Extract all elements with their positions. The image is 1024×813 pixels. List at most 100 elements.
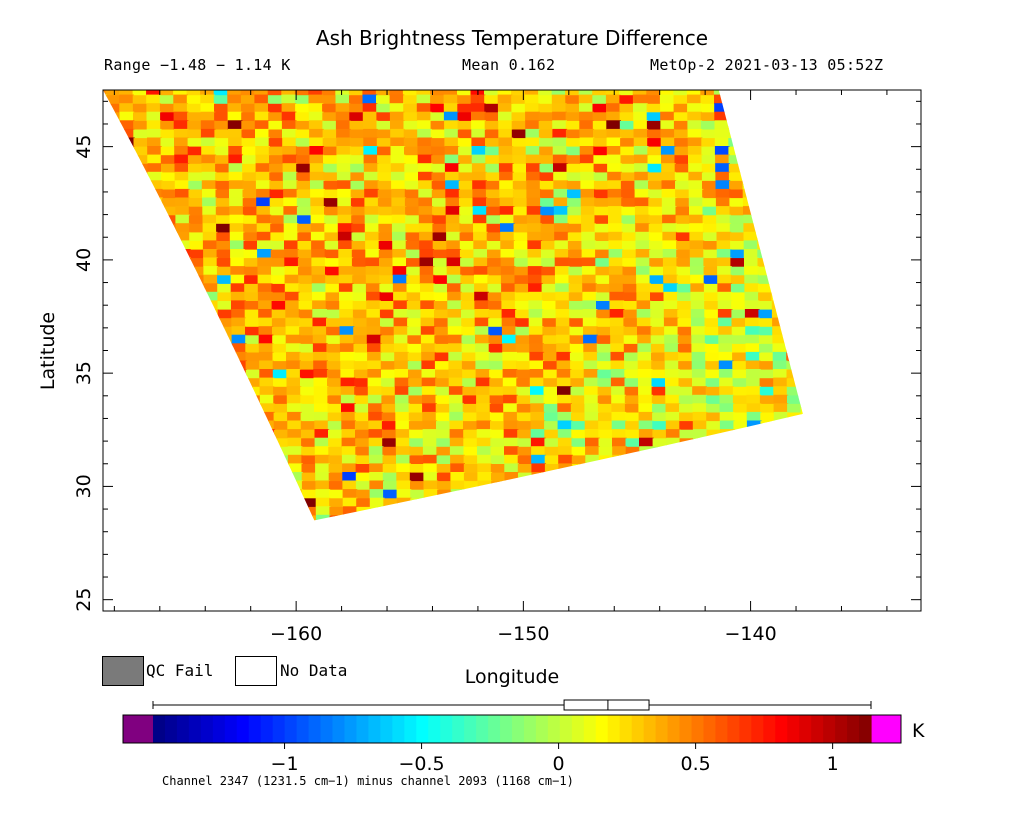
heatmap-cell	[324, 215, 339, 226]
heatmap-cell	[497, 94, 513, 105]
heatmap-cell	[782, 129, 797, 140]
heatmap-cell	[377, 146, 392, 157]
heatmap-cell	[202, 206, 217, 216]
heatmap-cell	[241, 155, 257, 165]
heatmap-cell	[674, 146, 690, 157]
heatmap-cell	[571, 412, 586, 423]
heatmap-cell	[704, 301, 719, 311]
heatmap-cell	[613, 506, 628, 517]
heatmap-cell	[110, 361, 126, 371]
heatmap-cell	[271, 301, 287, 311]
colorbar-segment	[404, 715, 417, 743]
heatmap-cell	[476, 403, 491, 414]
heatmap-cell	[431, 146, 446, 157]
heatmap-cell	[103, 188, 109, 199]
heatmap-cell	[518, 489, 533, 500]
heatmap-cell	[567, 223, 583, 234]
heatmap-cell	[406, 258, 421, 268]
heatmap-cell	[349, 129, 365, 140]
heatmap-cell	[273, 386, 288, 397]
heatmap-cell	[309, 137, 324, 148]
heatmap-cell	[103, 317, 111, 328]
heatmap-cell	[366, 317, 382, 328]
heatmap-cell	[351, 223, 366, 234]
heatmap-cell	[281, 103, 297, 113]
heatmap-cell	[538, 103, 554, 114]
heatmap-cell	[446, 257, 462, 268]
heatmap-cell	[206, 463, 222, 474]
heatmap-cell	[513, 223, 529, 234]
heatmap-cell	[325, 283, 341, 294]
heatmap-cell	[404, 155, 419, 165]
heatmap-cell	[422, 394, 437, 405]
heatmap-cell	[781, 95, 797, 105]
heatmap-cell	[338, 283, 354, 294]
heatmap-cell	[106, 155, 122, 165]
heatmap-cell	[789, 524, 804, 534]
heatmap-cell	[613, 497, 628, 508]
heatmap-cell	[489, 403, 505, 414]
heatmap-cell	[489, 369, 504, 380]
heatmap-cell	[809, 130, 824, 140]
heatmap-cell	[174, 137, 189, 148]
heatmap-cell	[161, 206, 177, 217]
heatmap-cell	[558, 463, 574, 474]
heatmap-cell	[326, 335, 341, 346]
heatmap-cell	[731, 309, 747, 320]
heatmap-cell	[302, 498, 317, 509]
heatmap-cell	[273, 403, 289, 414]
heatmap-cell	[313, 360, 328, 371]
heatmap-cell	[298, 283, 313, 294]
heatmap-cell	[248, 506, 263, 517]
heatmap-cell	[607, 188, 623, 199]
heatmap-cell	[407, 361, 423, 371]
heatmap-cell	[103, 111, 108, 122]
heatmap-cell	[559, 506, 574, 517]
heatmap-cell	[730, 258, 746, 268]
heatmap-cell	[272, 369, 288, 380]
heatmap-cell	[511, 120, 527, 131]
heatmap-cell	[396, 489, 412, 499]
heatmap-cell	[112, 464, 127, 474]
heatmap-cell	[597, 395, 613, 406]
heatmap-cell	[689, 206, 704, 216]
heatmap-cell	[336, 128, 351, 139]
heatmap-cell	[109, 292, 124, 303]
heatmap-cell	[313, 394, 329, 405]
heatmap-cell	[150, 351, 166, 362]
heatmap-cell	[124, 377, 139, 388]
heatmap-cell	[173, 128, 189, 139]
heatmap-cell	[741, 94, 756, 105]
heatmap-cell	[544, 429, 559, 440]
colorbar-segment	[500, 715, 513, 743]
heatmap-cell	[313, 377, 329, 388]
heatmap-cell	[137, 352, 152, 363]
heatmap-cell	[338, 266, 354, 276]
heatmap-cell	[315, 506, 331, 517]
heatmap-cell	[477, 480, 493, 491]
heatmap-cell	[634, 188, 650, 199]
heatmap-cell	[438, 524, 453, 534]
heatmap-cell	[403, 138, 419, 148]
heatmap-cell	[720, 480, 736, 491]
heatmap-cell	[134, 189, 150, 200]
heatmap-cell	[377, 189, 393, 200]
heatmap-cell	[691, 343, 707, 354]
heatmap-cell	[667, 497, 682, 508]
heatmap-cell	[352, 283, 368, 294]
heatmap-cell	[433, 266, 448, 277]
heatmap-cell	[134, 180, 149, 191]
heatmap-cell	[241, 146, 257, 157]
heatmap-cell	[730, 241, 745, 251]
heatmap-cell	[567, 215, 583, 226]
heatmap-cell	[787, 438, 803, 449]
heatmap-cell	[126, 497, 142, 508]
heatmap-cell	[674, 138, 689, 148]
heatmap-cell	[336, 146, 352, 156]
heatmap-cell	[231, 300, 246, 311]
heatmap-cell	[335, 111, 351, 122]
colorbar-segment	[332, 715, 346, 743]
heatmap-cell	[108, 232, 123, 243]
heatmap-cell	[586, 497, 601, 508]
heatmap-cell	[662, 240, 678, 251]
